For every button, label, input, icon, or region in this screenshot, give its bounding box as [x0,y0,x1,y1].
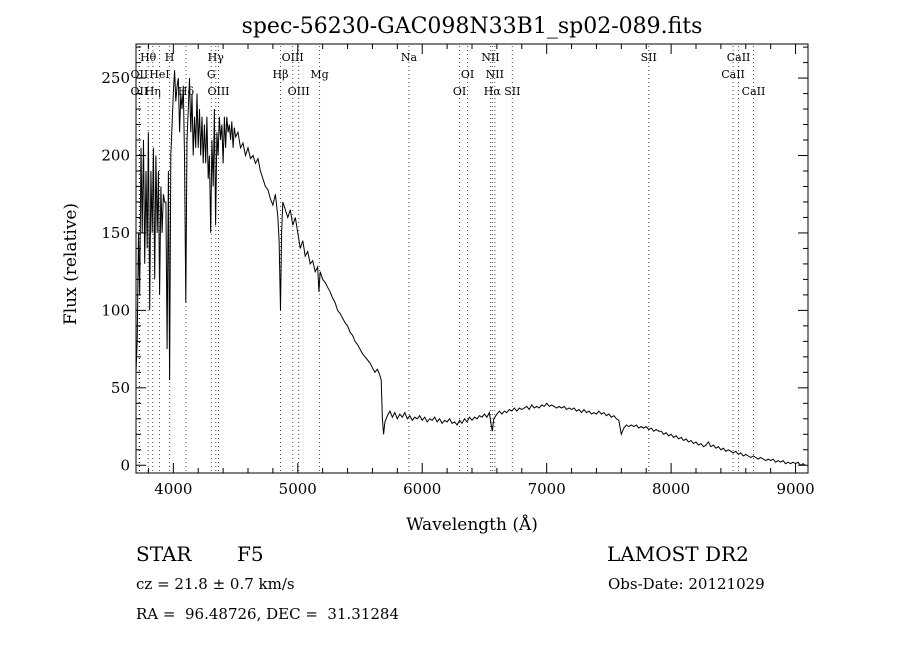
spectral-line-label: Hη [145,85,161,98]
spectral-line-label: SII [504,85,520,98]
x-tick-label: 6000 [403,480,441,498]
x-axis-ticks: 4000 5000 6000 7000 8000 9000 [147,44,815,498]
x-tick-label: 5000 [279,480,317,498]
spectral-line-label: G [207,68,216,81]
y-tick-label: 100 [101,301,130,319]
spectral-line-label: OIII [282,51,304,64]
y-tick-label: 0 [120,456,130,474]
object-class: STAR [136,542,192,566]
x-tick-label: 8000 [652,480,690,498]
spectral-line-label: H [165,51,175,64]
spectral-line-label: OII [131,68,149,81]
y-tick-label: 250 [101,69,130,87]
y-tick-label: 50 [111,379,130,397]
plot-frame [135,43,809,474]
spectral-line-label: NII [486,68,504,81]
y-axis-ticks: 0 50 100 150 200 250 [101,46,808,474]
coordinates: RA = 96.48726, DEC = 31.31284 [136,605,400,623]
spectral-line-markers [138,46,754,473]
spectral-line-label: SII [641,51,657,64]
spectral-line-label: OII [131,85,149,98]
spectral-line-label: OIII [207,85,229,98]
object-subclass: F5 [237,542,264,566]
chart-title: spec-56230-GAC098N33B1_sp02-089.fits [242,14,703,39]
spectral-line-label: NII [481,51,499,64]
observation-date: Obs-Date: 20121029 [608,575,765,593]
spectral-line-label: HeI [149,68,169,81]
spectral-line-label: Hθ [140,51,157,64]
x-tick-label: 9000 [776,480,814,498]
spectral-line-label: CaII [721,68,745,81]
spectral-line-label: CaII [742,85,766,98]
spectral-line-label: Hα [484,85,502,98]
spectral-line-label: Hγ [208,51,225,64]
spectral-line-label: OIII [288,85,310,98]
x-tick-label: 7000 [528,480,566,498]
spectral-line-label: Hβ [273,68,289,81]
x-axis-label: Wavelength (Å) [406,514,538,535]
x-tick-label: 4000 [154,480,192,498]
spectral-line-label: OI [461,68,474,81]
redshift-value: cz = 21.8 ± 0.7 km/s [136,575,295,593]
spectral-line-label: OI [453,85,466,98]
spectrum-series-line [135,70,806,466]
survey-name: LAMOST DR2 [607,542,749,566]
spectral-line-label: CaII [727,51,751,64]
spectral-line-label: Na [401,51,418,64]
y-axis-label: Flux (relative) [61,203,81,325]
y-tick-label: 200 [101,147,130,165]
spectral-line-label: Mg [310,68,328,81]
y-tick-label: 150 [101,224,130,242]
